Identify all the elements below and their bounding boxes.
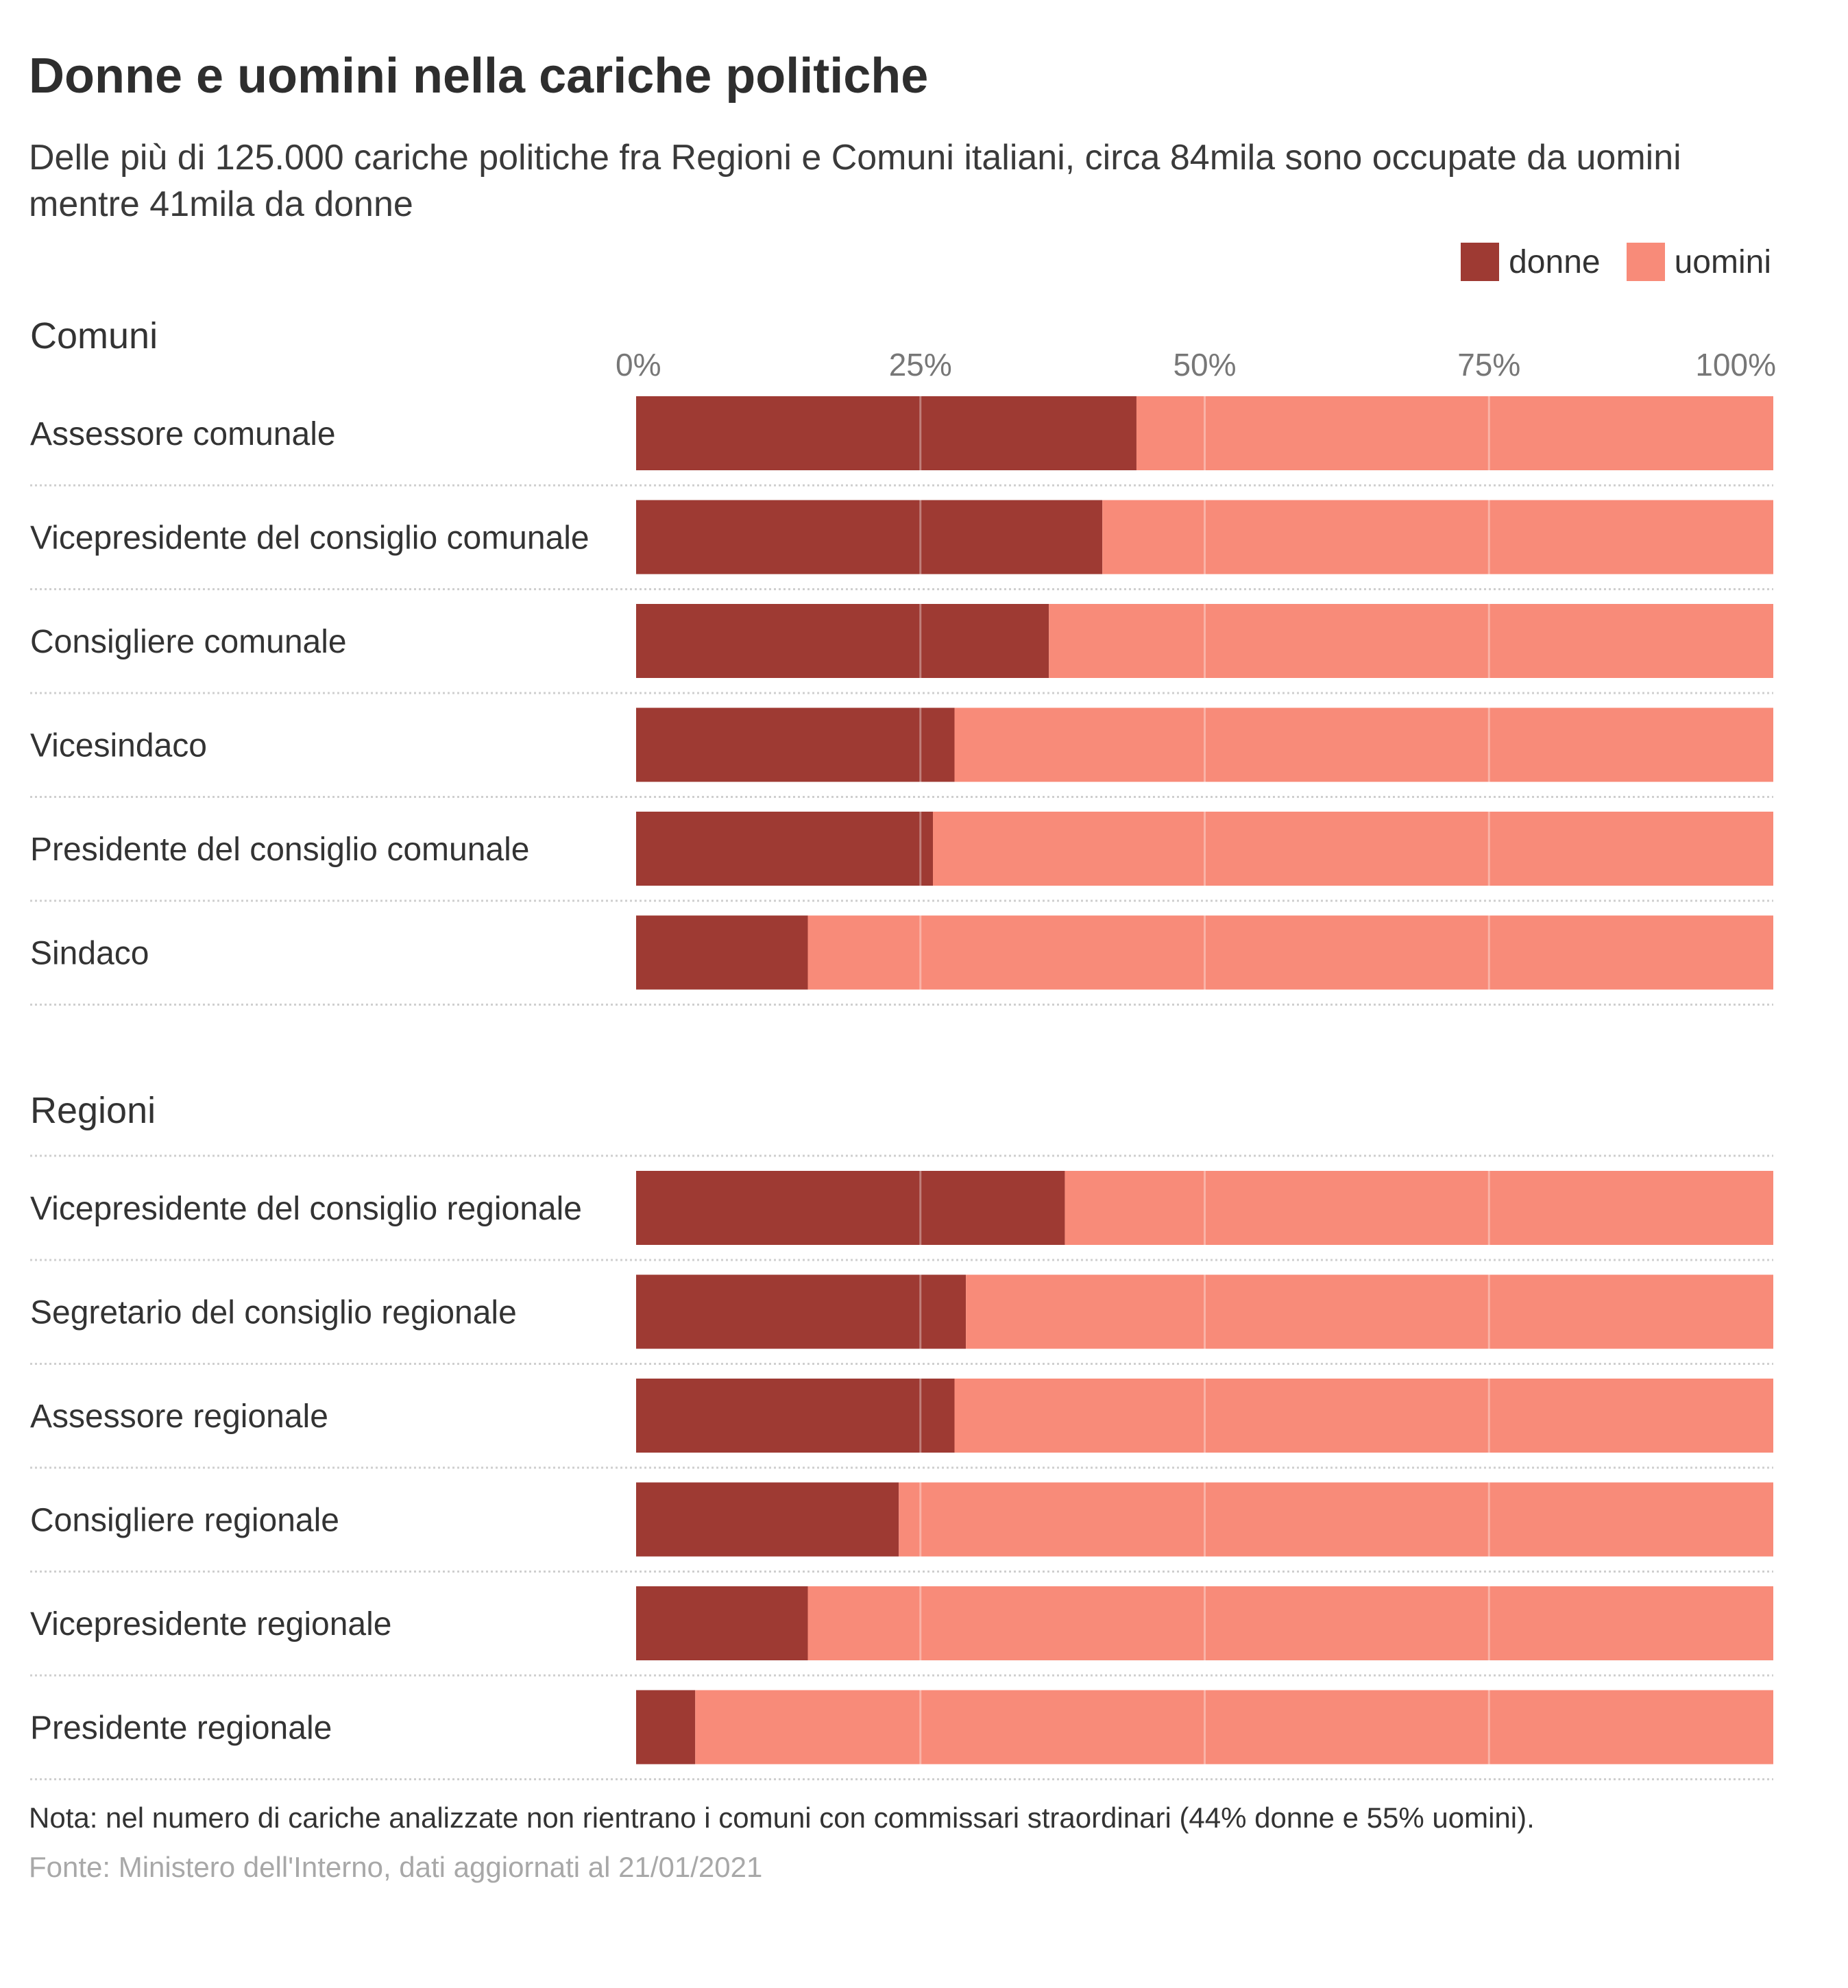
group-header: Regioni: [30, 1090, 156, 1131]
x-tick-label: 75%: [1457, 347, 1520, 383]
category-label: Presidente regionale: [30, 1710, 332, 1747]
bar-segment-uomini: [807, 915, 1773, 990]
bar-segment-uomini: [1136, 396, 1773, 470]
bar-segment-donne: [636, 707, 955, 782]
x-tick-label: 100%: [1695, 347, 1776, 383]
bar-segment-uomini: [1065, 1171, 1773, 1245]
bar-segment-uomini: [954, 1379, 1773, 1453]
x-tick-label: 25%: [889, 347, 952, 383]
bar-segment-uomini: [807, 1586, 1773, 1660]
category-label: Vicesindaco: [30, 728, 207, 764]
category-label: Sindaco: [30, 936, 149, 972]
bar-segment-uomini: [932, 812, 1773, 886]
legend-item-donne[interactable]: donne: [1461, 243, 1601, 281]
chart-source: Fonte: Ministero dell'Interno, dati aggi…: [29, 1851, 763, 1883]
bar-segment-donne: [636, 1274, 966, 1349]
bar-segment-donne: [636, 915, 808, 990]
bar-segment-donne: [636, 1586, 808, 1660]
category-label: Vicepresidente del consiglio comunale: [30, 520, 589, 557]
category-label: Consigliere regionale: [30, 1503, 339, 1539]
bar-segment-uomini: [1102, 500, 1773, 574]
category-label: Presidente del consiglio comunale: [30, 832, 529, 868]
chart-note: Nota: nel numero di cariche analizzate n…: [29, 1802, 1535, 1834]
bar-segment-donne: [636, 1482, 899, 1557]
bar-segment-donne: [636, 604, 1049, 678]
bar-segment-donne: [636, 812, 933, 886]
legend: donne uomini: [1435, 243, 1771, 281]
chart-title: Donne e uomini nella cariche politiche: [29, 49, 929, 104]
bar-segment-uomini: [1049, 604, 1773, 678]
bar-segment-uomini: [954, 707, 1773, 782]
bar-segment-uomini: [966, 1274, 1773, 1349]
bar-segment-uomini: [695, 1690, 1773, 1765]
legend-item-uomini[interactable]: uomini: [1626, 243, 1771, 281]
category-label: Vicepresidente regionale: [30, 1606, 391, 1642]
bar-segment-donne: [636, 396, 1136, 470]
x-tick-label: 50%: [1173, 347, 1236, 383]
bar-segment-uomini: [899, 1482, 1773, 1557]
x-tick-label: 0%: [616, 347, 661, 383]
category-label: Assessore regionale: [30, 1398, 328, 1435]
legend-swatch-uomini: [1626, 243, 1665, 281]
category-label: Consigliere comunale: [30, 624, 347, 660]
group-header: Comuni: [30, 315, 158, 356]
chart-subtitle: Delle più di 125.000 cariche politiche f…: [29, 138, 1681, 224]
bar-segment-donne: [636, 1690, 696, 1765]
legend-swatch-donne: [1461, 243, 1500, 281]
category-label: Vicepresidente del consiglio regionale: [30, 1191, 582, 1227]
legend-label-uomini: uomini: [1674, 243, 1771, 280]
category-label: Assessore comunale: [30, 416, 336, 452]
bar-segment-donne: [636, 1379, 955, 1453]
legend-label-donne: donne: [1509, 243, 1601, 280]
category-label: Segretario del consiglio regionale: [30, 1295, 517, 1331]
bar-segment-donne: [636, 1171, 1065, 1245]
bar-segment-donne: [636, 500, 1103, 574]
